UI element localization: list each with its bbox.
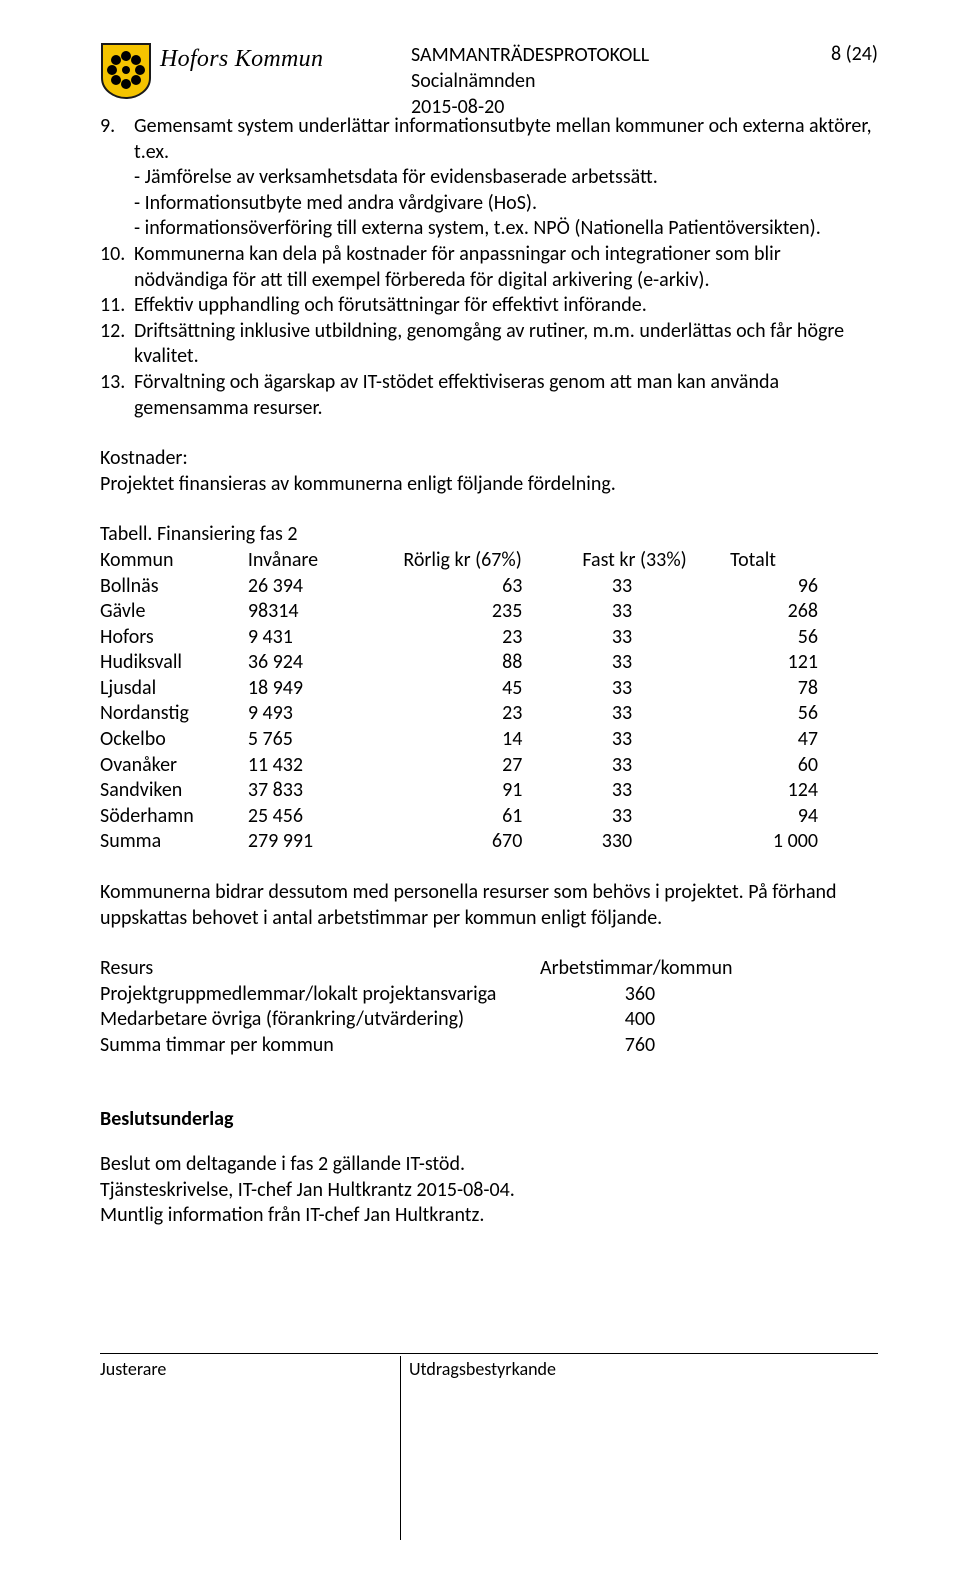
table-row: Summa279 9916703301 000 bbox=[100, 829, 878, 855]
table-row: Ockelbo5 765143347 bbox=[100, 727, 878, 753]
fin-col-header: Fast kr (33%) bbox=[582, 548, 730, 574]
resource-table: ResursArbetstimmar/kommunProjektgruppmed… bbox=[100, 956, 840, 1058]
list-subitem: - informationsöverföring till externa sy… bbox=[100, 216, 878, 242]
res-col-header: Arbetstimmar/kommun bbox=[540, 956, 840, 982]
list-item: 13.Förvaltning och ägarskap av IT-stödet… bbox=[100, 370, 878, 421]
page-indicator: 8 (24) bbox=[831, 42, 878, 66]
doc-title-line3: 2015-08-20 bbox=[411, 94, 649, 120]
table-row: Ljusdal18 949453378 bbox=[100, 676, 878, 702]
numbered-list: 9.Gemensamt system underlättar informati… bbox=[100, 114, 878, 421]
table-row: Hofors9 431233356 bbox=[100, 625, 878, 651]
table-caption: Tabell. Finansiering fas 2 bbox=[100, 522, 878, 548]
beslut-lines: Beslut om deltagande i fas 2 gällande IT… bbox=[100, 1152, 878, 1229]
doc-title-line1: SAMMANTRÄDESPROTOKOLL bbox=[411, 42, 649, 68]
table-row: Ovanåker11 432273360 bbox=[100, 753, 878, 779]
fin-col-header: Invånare bbox=[248, 548, 404, 574]
kostnader-label: Kostnader: bbox=[100, 446, 878, 472]
beslut-line: Tjänsteskrivelse, IT-chef Jan Hultkrantz… bbox=[100, 1178, 878, 1204]
kostnader-text: Projektet finansieras av kommunerna enli… bbox=[100, 472, 878, 498]
fin-col-header: Totalt bbox=[730, 548, 878, 574]
page-footer: Justerare Utdragsbestyrkande bbox=[100, 1353, 878, 1540]
fin-col-header: Kommun bbox=[100, 548, 248, 574]
list-item: 12.Driftsättning inklusive utbildning, g… bbox=[100, 319, 878, 370]
table-row: Sandviken37 8339133124 bbox=[100, 778, 878, 804]
footer-right-label: Utdragsbestyrkande bbox=[401, 1356, 878, 1540]
footer-left-label: Justerare bbox=[100, 1356, 401, 1540]
municipality-shield-icon bbox=[100, 42, 152, 100]
list-item: 11.Effektiv upphandling och förutsättnin… bbox=[100, 293, 878, 319]
list-item: 10.Kommunerna kan dela på kostnader för … bbox=[100, 242, 878, 293]
beslut-line: Muntlig information från IT-chef Jan Hul… bbox=[100, 1203, 878, 1229]
doc-title-line2: Socialnämnden bbox=[411, 68, 649, 94]
table-row: Bollnäs26 394633396 bbox=[100, 574, 878, 600]
fin-col-header: Rörlig kr (67%) bbox=[403, 548, 582, 574]
beslutsunderlag-heading: Beslutsunderlag bbox=[100, 1107, 878, 1133]
doc-title-block: SAMMANTRÄDESPROTOKOLL Socialnämnden 2015… bbox=[411, 42, 649, 120]
table-row: Gävle9831423533268 bbox=[100, 599, 878, 625]
financing-table: KommunInvånareRörlig kr (67%)Fast kr (33… bbox=[100, 548, 878, 855]
table-row: Nordanstig9 493233356 bbox=[100, 701, 878, 727]
res-col-header: Resurs bbox=[100, 956, 540, 982]
beslut-line: Beslut om deltagande i fas 2 gällande IT… bbox=[100, 1152, 878, 1178]
list-subitem: - Jämförelse av verksamhetsdata för evid… bbox=[100, 165, 878, 191]
table-row: Söderhamn25 456613394 bbox=[100, 804, 878, 830]
list-item: 9.Gemensamt system underlättar informati… bbox=[100, 114, 878, 165]
org-name: Hofors Kommun bbox=[160, 42, 323, 73]
table-row: Medarbetare övriga (förankring/utvärderi… bbox=[100, 1007, 840, 1033]
table-row: Summa timmar per kommun760 bbox=[100, 1033, 840, 1059]
table-row: Projektgruppmedlemmar/lokalt projektansv… bbox=[100, 982, 840, 1008]
table-row: Hudiksvall36 9248833121 bbox=[100, 650, 878, 676]
list-subitem: - Informationsutbyte med andra vårdgivar… bbox=[100, 191, 878, 217]
after-table-paragraph: Kommunerna bidrar dessutom med personell… bbox=[100, 880, 878, 931]
